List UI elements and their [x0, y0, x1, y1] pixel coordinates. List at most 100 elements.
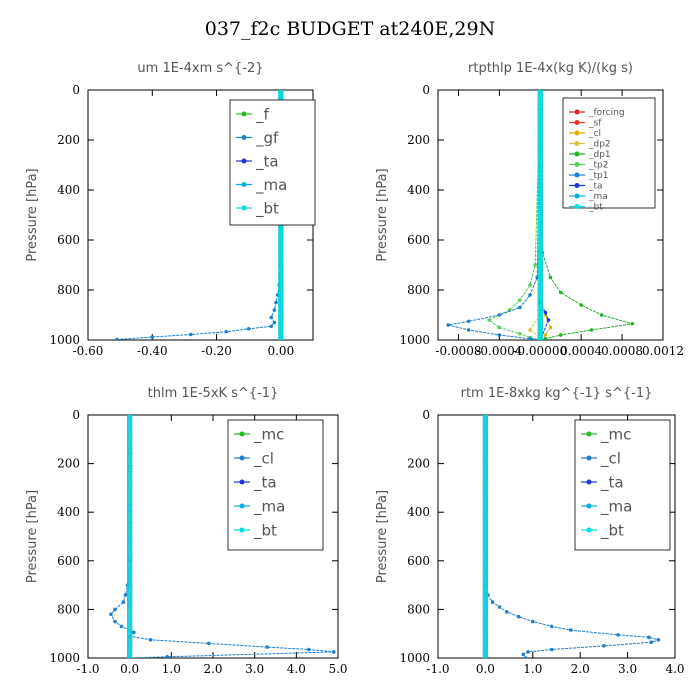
series-marker-dp1: [589, 328, 594, 332]
series-marker-bt: [278, 299, 284, 306]
y-axis-label: Pressure [hPa]: [25, 490, 40, 583]
series-marker-bt: [278, 92, 284, 98]
series-marker-bt: [127, 422, 133, 428]
series-marker-tp1: [497, 333, 502, 337]
series-marker-bt: [537, 279, 543, 286]
series-marker-bt: [482, 419, 488, 425]
series-marker-bt: [482, 587, 488, 593]
legend-marker: [239, 527, 245, 533]
series-marker-bt: [127, 597, 133, 603]
series-marker-bt: [482, 507, 488, 513]
series-marker-bt: [482, 550, 488, 557]
series-group: [482, 415, 661, 658]
series-marker-bt: [482, 626, 488, 632]
series-marker-cl: [526, 650, 530, 654]
legend-marker: [574, 109, 580, 115]
series-marker-bt: [482, 643, 488, 649]
series-marker-bt: [127, 580, 133, 586]
series-marker-bt: [537, 99, 543, 106]
series-marker-bt: [537, 267, 543, 273]
y-tick-label: 800: [407, 602, 430, 616]
series-marker-bt: [482, 628, 488, 634]
series-marker-bt: [127, 415, 133, 421]
series-marker-dp2: [528, 328, 532, 332]
series-marker-bt: [278, 262, 284, 268]
series-marker-bt: [127, 531, 133, 537]
series-marker-bt: [482, 422, 488, 428]
legend-marker: [241, 205, 247, 211]
legend-label: _ta: [255, 152, 279, 171]
series-marker-bt: [482, 577, 488, 583]
series-marker-bt: [127, 514, 133, 520]
legend-marker: [586, 479, 592, 485]
series-marker-bt: [127, 533, 133, 540]
series-marker-bt: [127, 536, 133, 542]
legend-label: _ma: [255, 176, 287, 195]
series-marker-bt: [482, 623, 488, 630]
series-marker-bt: [127, 521, 133, 527]
series-marker-bt: [127, 426, 133, 433]
y-tick-label: 0: [72, 83, 80, 97]
legend-label: _ta: [588, 182, 603, 192]
series-marker-bt: [278, 337, 284, 340]
series-marker-bt: [537, 227, 543, 233]
series-marker-bt: [127, 560, 133, 566]
series-marker-bt: [482, 526, 488, 532]
series-marker-cl: [504, 610, 509, 614]
x-tick-label: 0.00: [267, 344, 294, 358]
series-marker-cl: [649, 640, 654, 645]
series-marker-bt: [278, 317, 284, 323]
series-marker-gf: [189, 332, 193, 337]
series-marker-bt: [278, 237, 284, 243]
series-marker-bt: [482, 529, 488, 535]
series-marker-bt: [278, 332, 284, 338]
series-marker-bt: [537, 259, 543, 266]
series-marker-bt: [127, 645, 133, 651]
series-marker-bt: [127, 543, 133, 549]
series-marker-bt: [537, 329, 543, 336]
series-marker-cl: [490, 600, 495, 604]
series-marker-bt: [482, 531, 488, 537]
series-marker-tp1: [528, 293, 532, 297]
series-marker-bt: [537, 232, 543, 238]
series-marker-tp1: [446, 323, 451, 327]
series-marker-bt: [537, 137, 543, 143]
series-marker-bt: [278, 252, 284, 258]
series-marker-bt: [278, 249, 284, 256]
series-marker-dp1: [558, 290, 563, 295]
series-marker-bt: [537, 312, 543, 318]
series-marker-bt: [482, 443, 488, 450]
series-marker-bt: [127, 563, 133, 569]
series-marker-bt: [537, 247, 543, 253]
series-marker-bt: [127, 448, 133, 455]
series-marker-bt: [537, 162, 543, 168]
series-marker-bt: [537, 197, 543, 203]
legend-marker: [241, 111, 247, 117]
legend-marker: [586, 503, 592, 509]
x-tick-label: -0.60: [73, 344, 104, 358]
series-marker-ta: [546, 318, 551, 322]
series-marker-bt: [482, 470, 488, 476]
series-marker-bt: [537, 264, 543, 271]
series-marker-gf: [269, 324, 274, 329]
chart-panel-rtpthlp: rtpthlp 1E-4x(kg K)/(kg s) Pressure [hPa]…: [375, 61, 684, 358]
legend-label: _ma: [600, 497, 632, 516]
y-tick-label: 0: [422, 408, 430, 422]
series-marker-bt: [482, 448, 488, 455]
series-marker-gf: [150, 335, 155, 339]
series-marker-bt: [278, 90, 284, 96]
series-marker-bt: [127, 614, 133, 620]
series-marker-bt: [127, 631, 133, 637]
series-marker-tp1: [466, 319, 471, 324]
legend-label: _ma: [253, 497, 285, 516]
series-marker-bt: [127, 497, 133, 503]
series-marker-bt: [278, 292, 284, 298]
series-marker-bt: [482, 478, 488, 484]
series-marker-bt: [482, 415, 488, 421]
series-marker-bt: [127, 648, 133, 654]
series-marker-bt: [278, 282, 284, 288]
x-tick-label: 2.0: [203, 662, 222, 676]
series-marker-bt: [127, 640, 133, 647]
x-tick-label: 5.0: [328, 662, 347, 676]
series-marker-dp1: [579, 303, 583, 307]
